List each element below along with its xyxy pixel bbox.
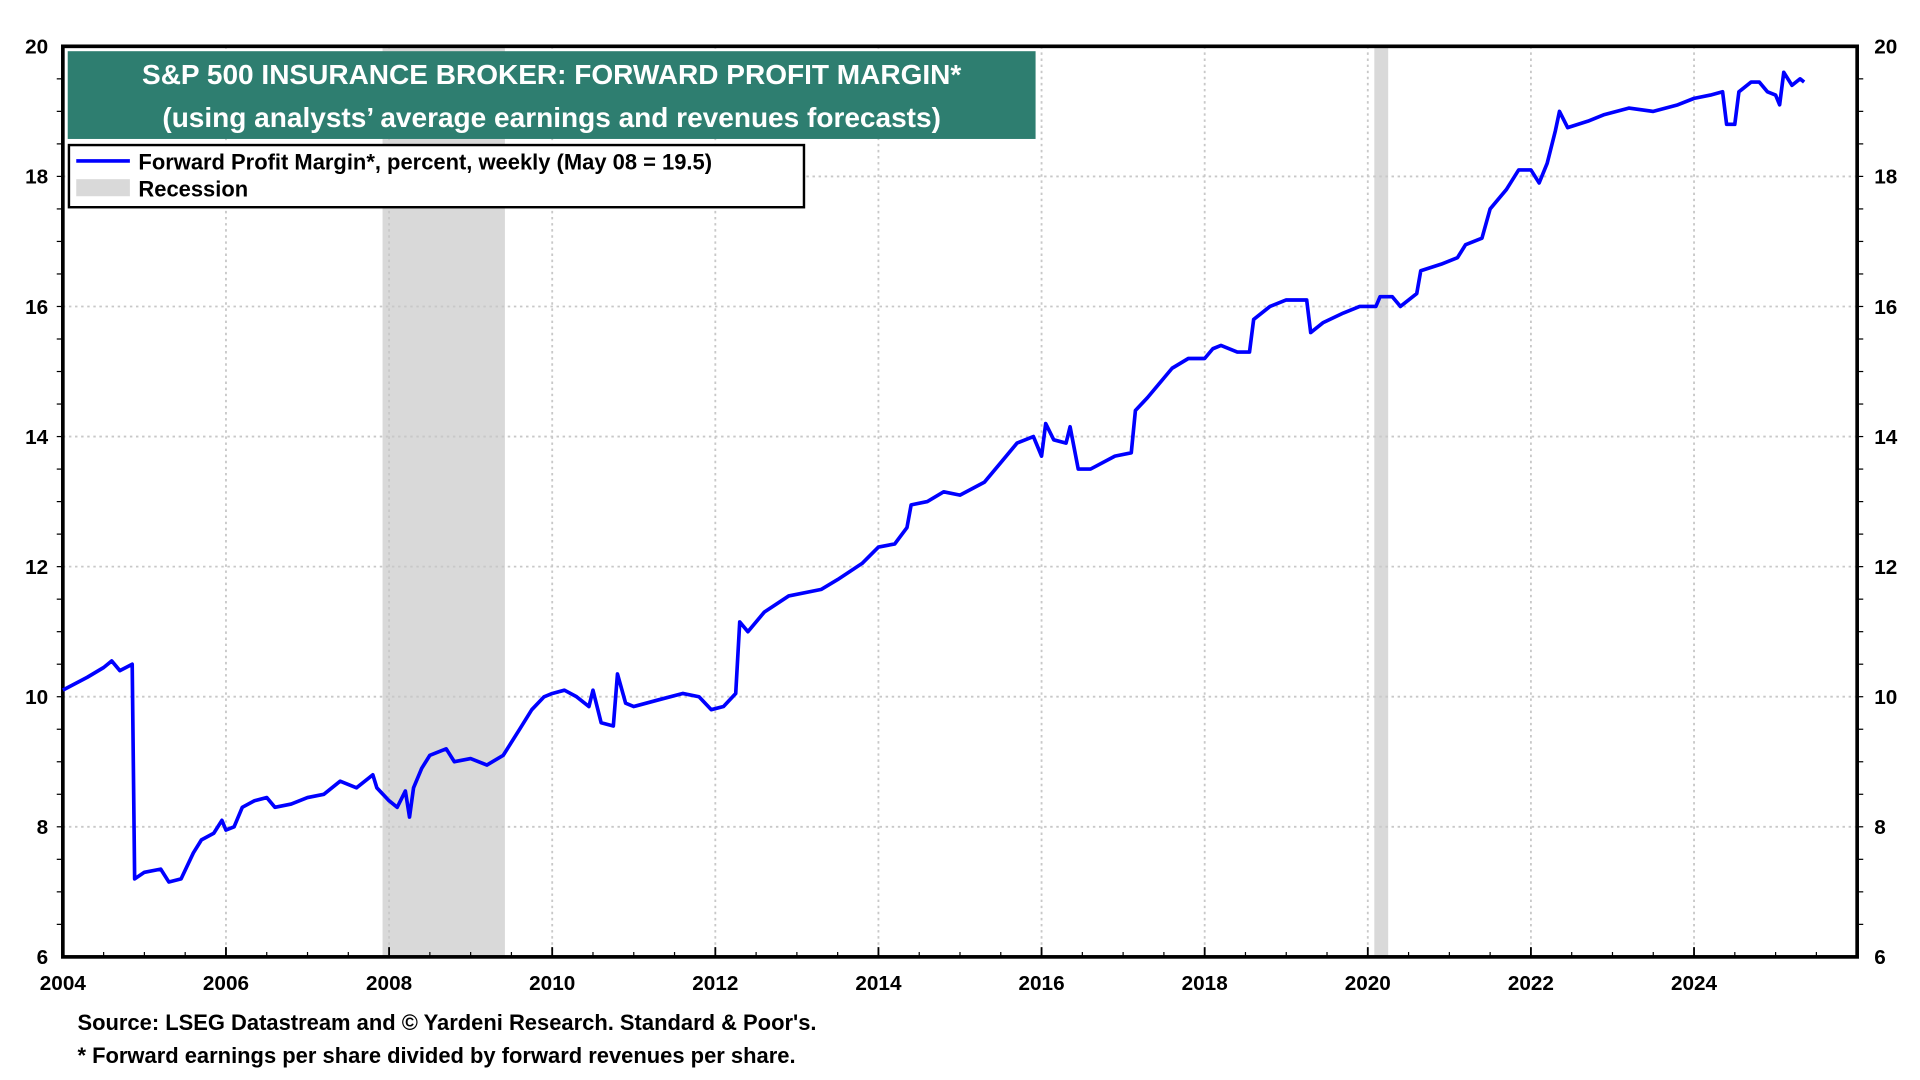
title-box [67,51,1036,139]
x-tick-label: 2018 [1182,972,1228,995]
y-tick-label-left: 6 [37,946,49,969]
y-tick-label-left: 20 [25,36,48,59]
legend-label-recession: Recession [138,176,248,201]
x-axis: 2004 2006 2008 2010 2012 2014 2016 2018 2020 2022… [40,947,1817,995]
x-tick-label: 2016 [1019,972,1065,995]
x-tick-label: 2022 [1508,972,1554,995]
legend-box [67,143,806,209]
y-tick-label-left: 18 [25,166,48,189]
y-tick-label-left: 16 [25,296,48,319]
legend-recession-swatch [76,179,130,197]
chart-title: S&P 500 INSURANCE BROKER: FORWARD PROFIT… [142,59,961,90]
x-tick-label: 2010 [529,972,575,995]
y-tick-label-right: 16 [1874,296,1897,319]
y-tick-label-right: 14 [1874,426,1898,449]
x-tick-label: 2020 [1345,972,1391,995]
x-tick-label: 2014 [855,972,902,995]
y-tick-label-right: 8 [1874,816,1886,839]
x-tick-label: 2008 [366,972,412,995]
y-axis-left: 6 8 10 12 14 16 18 20 [25,36,63,969]
footer-note: * Forward earnings per share divided by … [77,1043,795,1068]
y-tick-label-right: 18 [1874,166,1897,189]
recession-band [1374,46,1389,957]
legend-label-series: Forward Profit Margin*, percent, weekly … [138,149,712,174]
y-tick-label-right: 6 [1874,946,1886,969]
y-tick-label-left: 14 [25,426,49,449]
x-tick-label: 2006 [203,972,249,995]
chart-subtitle: (using analysts’ average earnings and re… [162,102,941,133]
x-tick-label: 2012 [692,972,738,995]
y-tick-label-right: 20 [1874,36,1897,59]
y-axis-right: 6 8 10 12 14 16 18 20 [1857,36,1898,969]
series-line-forward-profit-margin [61,70,1806,884]
y-tick-label-left: 8 [37,816,49,839]
y-tick-label-right: 10 [1874,686,1897,709]
x-tick-label: 2024 [1671,972,1718,995]
y-tick-label-left: 12 [25,556,48,579]
x-tick-label: 2004 [40,972,87,995]
y-tick-label-right: 12 [1874,556,1897,579]
y-tick-label-left: 10 [25,686,48,709]
footer-source: Source: LSEG Datastream and © Yardeni Re… [77,1010,816,1035]
